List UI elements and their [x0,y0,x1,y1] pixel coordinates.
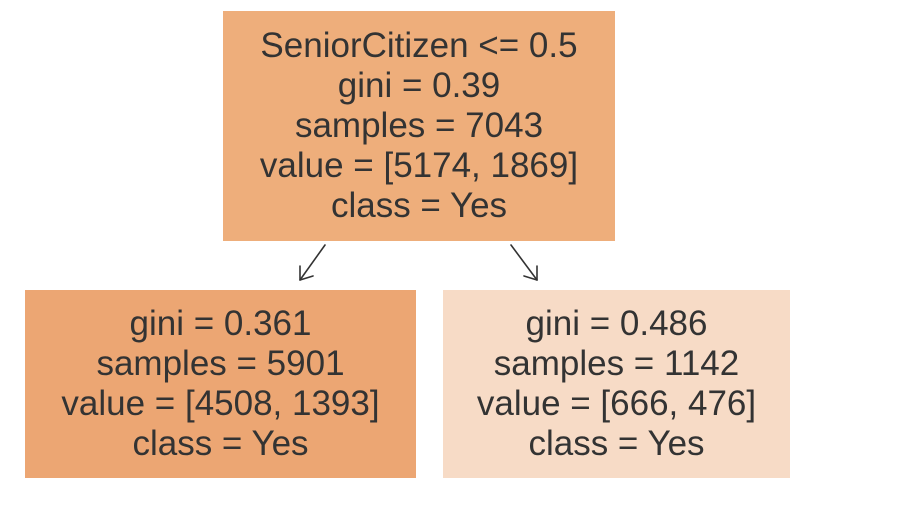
left-samples: samples = 5901 [96,344,345,383]
right-value: value = [666, 476] [476,384,757,423]
right-gini: gini = 0.486 [525,304,708,343]
root-gini: gini = 0.39 [337,66,501,105]
left-class: class = Yes [132,424,309,463]
root-class: class = Yes [330,186,508,225]
root-node: SeniorCitizen <= 0.5 gini = 0.39 samples… [223,11,615,241]
edge-root-to-left [299,244,326,281]
root-value: value = [5174, 1869] [259,146,579,185]
left-leaf-node: gini = 0.361 samples = 5901 value = [450… [25,290,416,478]
right-leaf-node: gini = 0.486 samples = 1142 value = [666… [443,290,790,478]
left-value: value = [4508, 1393] [61,384,380,423]
root-samples: samples = 7043 [294,106,544,145]
root-split-condition: SeniorCitizen <= 0.5 [260,26,578,65]
right-class: class = Yes [528,424,705,463]
edge-root-to-right [510,244,538,281]
right-samples: samples = 1142 [493,344,740,383]
left-gini: gini = 0.361 [129,304,312,343]
